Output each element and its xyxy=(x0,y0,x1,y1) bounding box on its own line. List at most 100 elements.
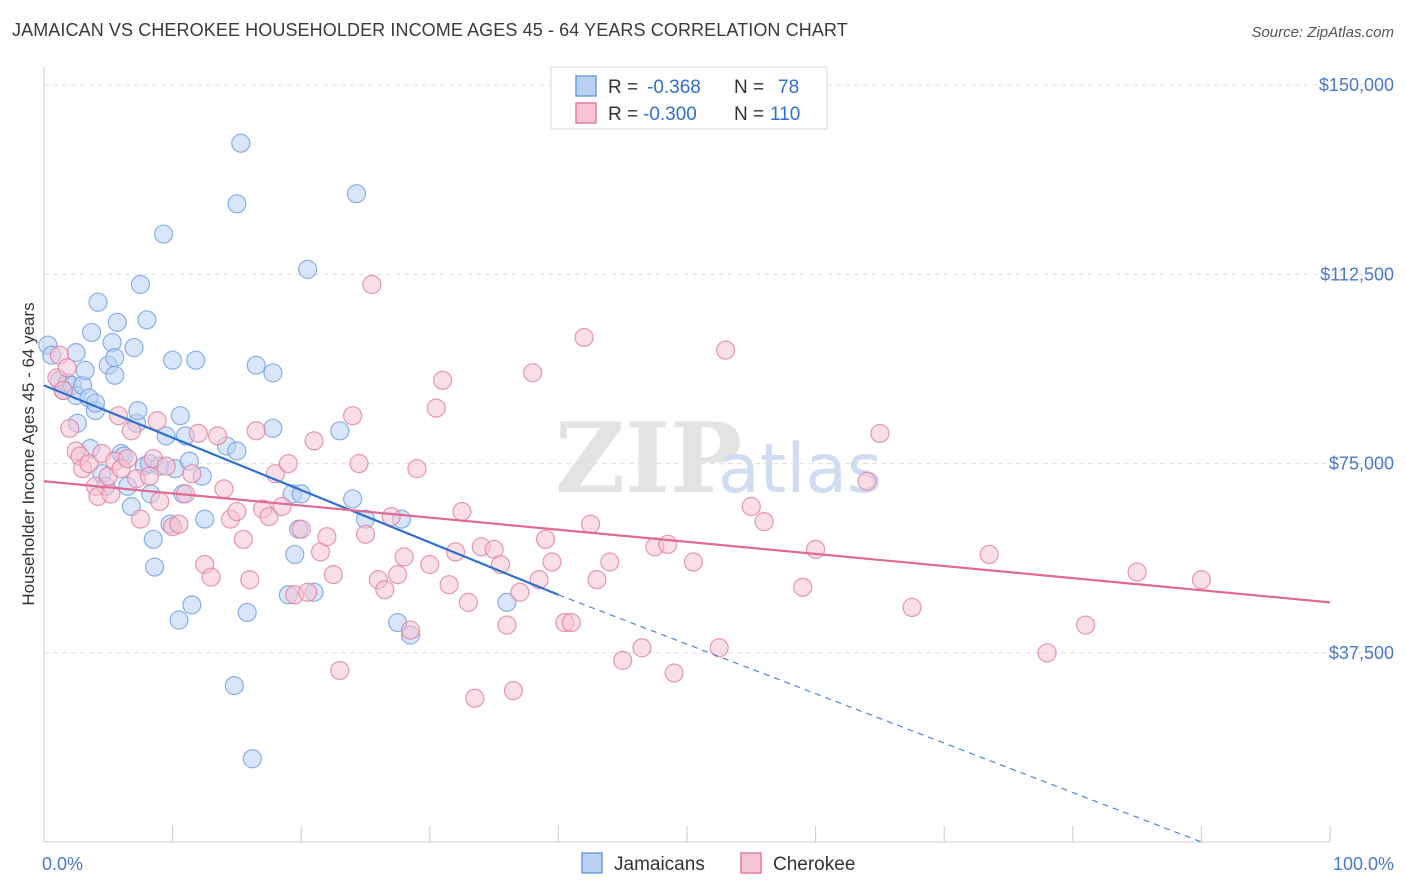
legend-n-label-jamaicans: N = xyxy=(734,77,764,98)
x-tick-labels: 0.0% 100.0% xyxy=(42,854,1394,874)
cherokee-point-47 xyxy=(298,582,318,602)
cherokee-point-62 xyxy=(400,620,421,640)
cherokee-point-3 xyxy=(57,358,77,378)
cherokee-point-99 xyxy=(805,539,826,559)
jamaicans-point-56 xyxy=(227,194,247,214)
jamaicans-point-39 xyxy=(153,224,174,244)
cherokee-point-106 xyxy=(1127,562,1147,582)
cherokee-point-27 xyxy=(169,514,189,534)
x-tick-label-min: 0.0% xyxy=(42,854,83,874)
cherokee-point-100 xyxy=(857,471,877,491)
chart-title: JAMAICAN VS CHEROKEE HOUSEHOLDER INCOME … xyxy=(12,20,848,40)
cherokee-point-34 xyxy=(214,479,234,499)
y-tick-label-3: $150,000 xyxy=(1319,75,1394,95)
cherokee-point-13 xyxy=(101,484,121,504)
cherokee-point-95 xyxy=(715,340,736,360)
y-tick-label-2: $112,500 xyxy=(1320,264,1394,284)
cherokee-point-98 xyxy=(793,577,813,597)
cherokee-point-48 xyxy=(304,431,324,451)
cherokee-point-39 xyxy=(246,421,266,441)
cherokee-point-46 xyxy=(291,519,311,539)
cherokee-point-77 xyxy=(510,582,530,602)
cherokee-point-87 xyxy=(600,552,620,572)
legend-r-label-jamaicans: R = xyxy=(608,77,638,98)
cherokee-point-44 xyxy=(278,454,298,474)
cherokee-point-41 xyxy=(259,506,279,527)
cherokee-point-30 xyxy=(188,423,208,443)
cherokee-point-8 xyxy=(79,454,99,474)
cherokee-point-24 xyxy=(150,491,170,512)
cherokee-point-58 xyxy=(375,580,395,600)
cherokee-point-86 xyxy=(587,570,607,590)
cherokee-point-63 xyxy=(407,459,427,479)
jamaicans-point-22 xyxy=(105,365,125,385)
source-credit: Source: ZipAtlas.com xyxy=(1251,24,1394,41)
jamaicans-point-13 xyxy=(81,322,102,343)
cherokee-point-64 xyxy=(420,554,440,575)
cherokee-point-88 xyxy=(613,650,633,670)
cherokee-point-43 xyxy=(272,496,292,517)
cherokee-point-36 xyxy=(227,501,247,522)
jamaicans-point-54 xyxy=(224,675,244,696)
y-tick-labels: $37,500 $75,000 $112,500 $150,000 xyxy=(1319,75,1394,663)
legend-box xyxy=(550,66,828,130)
jamaicans-point-57 xyxy=(231,133,251,153)
cherokee-point-60 xyxy=(388,565,408,585)
cherokee-point-29 xyxy=(182,464,202,484)
legend-r-label-cherokee: R = xyxy=(608,104,638,125)
watermark: ZIP atlas xyxy=(555,402,882,515)
legend-r-value-jamaicans: -0.368 xyxy=(647,77,701,98)
jamaicans-trend-line xyxy=(43,384,559,596)
cherokee-point-54 xyxy=(349,454,369,474)
y-tick-label-0: $37,500 xyxy=(1329,643,1394,663)
cherokee-point-104 xyxy=(1037,643,1057,663)
cherokee-point-67 xyxy=(439,575,459,595)
y-axis-label: Householder Income Ages 45 - 64 years xyxy=(19,302,38,605)
jamaicans-point-70 xyxy=(330,421,350,441)
jamaicans-point-68 xyxy=(298,259,318,279)
cherokee-point-84 xyxy=(574,327,594,348)
cherokee-point-85 xyxy=(580,514,601,534)
cherokee-point-55 xyxy=(355,524,376,544)
legend-n-value-cherokee: 110 xyxy=(770,104,800,125)
cherokee-point-89 xyxy=(632,638,652,658)
cherokee-point-107 xyxy=(1191,570,1212,590)
legend: R = -0.368 N = 78 R = -0.300 N = 110 xyxy=(550,66,828,130)
jamaicans-point-30 xyxy=(128,401,148,421)
cherokee-point-70 xyxy=(458,592,478,612)
legend-r-value-cherokee: -0.300 xyxy=(643,104,697,125)
jamaicans-point-23 xyxy=(107,312,127,332)
series-legend-swatch-cherokee xyxy=(740,852,762,874)
cherokee-point-101 xyxy=(870,423,890,443)
cherokee-point-37 xyxy=(233,529,253,549)
series-legend-swatch-jamaicans xyxy=(581,852,603,874)
jamaicans-point-16 xyxy=(88,292,108,312)
cherokee-point-23 xyxy=(147,411,167,431)
jamaicans-point-62 xyxy=(263,418,283,438)
cherokee-point-91 xyxy=(658,534,678,554)
cherokee-point-92 xyxy=(664,663,684,683)
cherokee-point-53 xyxy=(343,406,363,426)
cherokee-point-66 xyxy=(433,370,453,390)
cherokee-point-105 xyxy=(1076,615,1096,635)
cherokee-point-81 xyxy=(542,552,562,572)
jamaicans-point-42 xyxy=(163,350,183,370)
grid-lines xyxy=(44,84,1394,654)
watermark-zip: ZIP xyxy=(555,402,742,515)
cherokee-point-76 xyxy=(503,681,523,701)
trend-lines xyxy=(43,384,1331,843)
cherokee-point-69 xyxy=(452,501,472,522)
jamaicans-point-45 xyxy=(170,406,190,426)
jamaicans-point-50 xyxy=(186,350,206,370)
jamaicans-trend-extension xyxy=(558,594,1202,843)
cherokee-point-4 xyxy=(60,418,80,438)
cherokee-point-103 xyxy=(979,544,999,565)
series-legend: Jamaicans Cherokee xyxy=(581,852,855,875)
cherokee-point-97 xyxy=(754,512,774,532)
cherokee-point-80 xyxy=(535,529,556,549)
cherokee-point-32 xyxy=(201,567,221,587)
jamaicans-point-52 xyxy=(195,509,215,529)
y-tick-label-1: $75,000 xyxy=(1329,454,1394,474)
cherokee-point-25 xyxy=(156,456,176,476)
jamaicans-point-58 xyxy=(237,602,257,623)
